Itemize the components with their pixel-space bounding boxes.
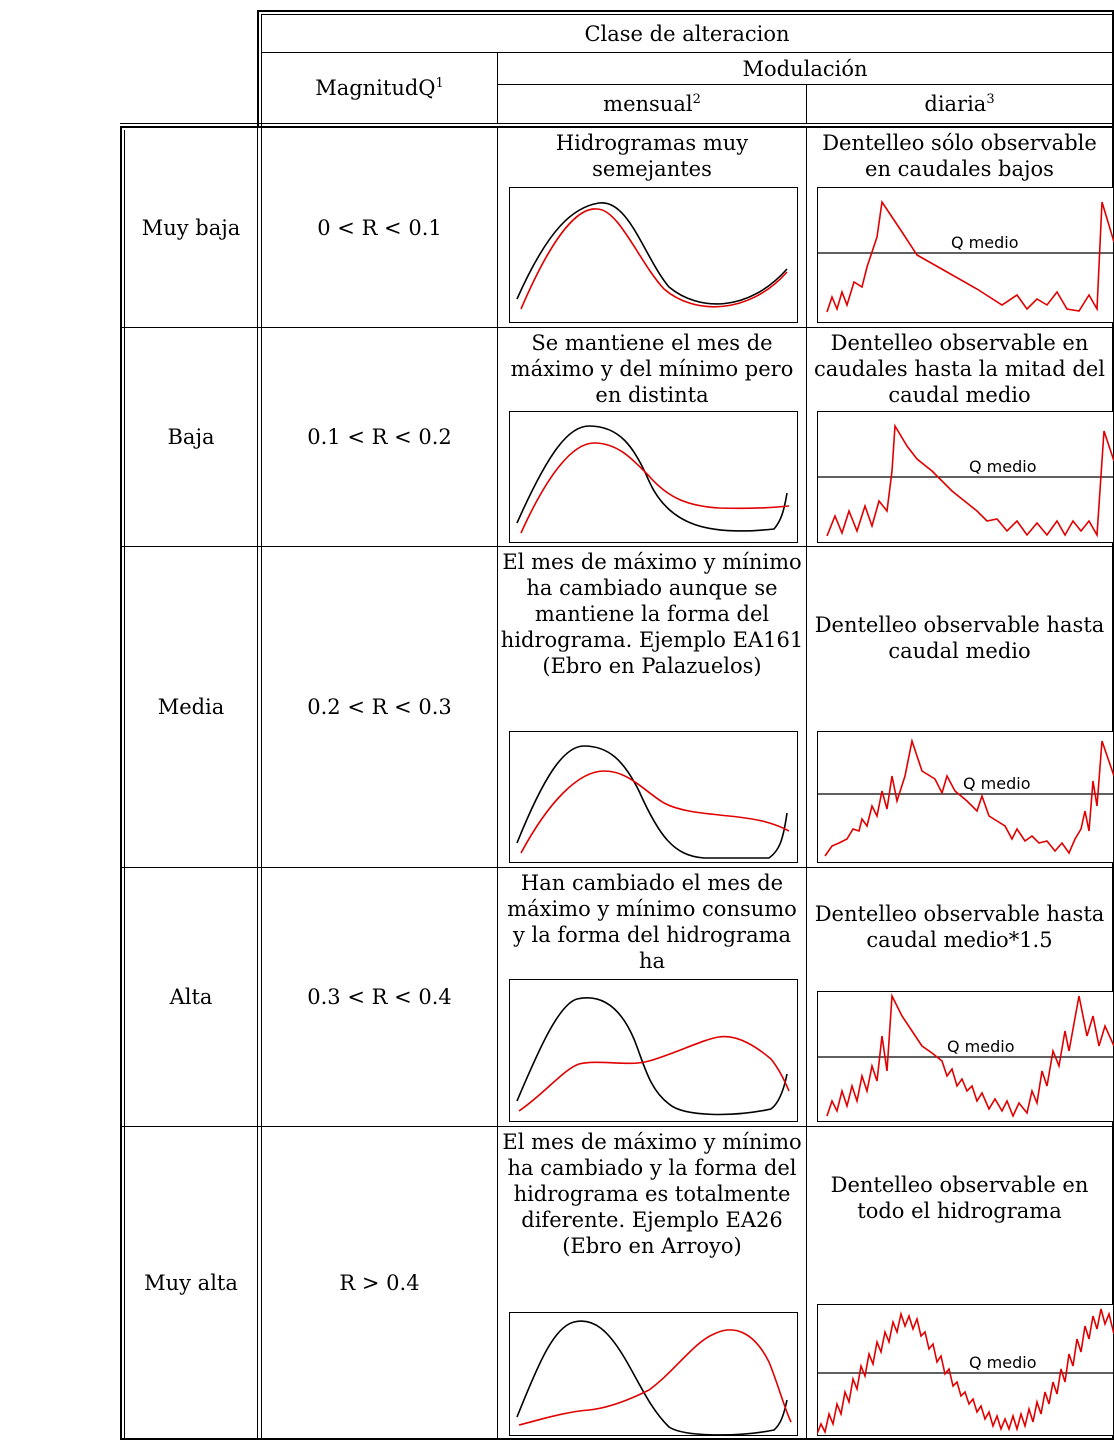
monthly-hydrograph: [509, 979, 798, 1122]
row-rango: 0.1 < R < 0.2: [307, 425, 452, 449]
daily-hydrograph: Q medio: [817, 411, 1114, 543]
header-clase: Clase de alteracion: [584, 21, 790, 46]
qmedio-label: Q medio: [969, 457, 1037, 476]
qmedio-label: Q medio: [969, 1353, 1037, 1372]
monthly-hydrograph: [509, 731, 798, 863]
row-diaria-text: Dentelleo observable en caudales hasta l…: [813, 331, 1106, 407]
daily-hydrograph: Q medio: [817, 991, 1114, 1122]
row-diaria-text: Dentelleo observable hasta caudal medio: [814, 613, 1105, 663]
row-rango: 0 < R < 0.1: [317, 215, 442, 240]
row-mensual-text: El mes de máximo y mínimo ha cambiado au…: [500, 550, 804, 678]
header-magnitud: MagnitudQ1: [315, 76, 444, 100]
header-mensual: mensual2: [603, 92, 701, 116]
daily-hydrograph: Q medio: [817, 187, 1114, 323]
row-mensual-text: Han cambiado el mes de máximo y mínimo c…: [507, 871, 797, 973]
daily-hydrograph: Q medio: [817, 731, 1114, 863]
row-rango: 0.2 < R < 0.3: [307, 695, 452, 719]
row-clase: Media: [157, 695, 225, 719]
row-diaria-text: Dentelleo observable en todo el hidrogra…: [830, 1173, 1089, 1223]
row-mensual-text: El mes de máximo y mínimo ha cambiado y …: [502, 1130, 802, 1258]
row-clase: Muy baja: [141, 215, 241, 240]
qmedio-label: Q medio: [947, 1037, 1015, 1056]
row-rango: R > 0.4: [339, 1270, 420, 1295]
row-rango: 0.3 < R < 0.4: [307, 985, 452, 1009]
row-diaria-text: Dentelleo sólo observable en caudales ba…: [822, 131, 1097, 181]
row-diaria-text: Dentelleo observable hasta caudal medio*…: [814, 902, 1105, 952]
row-clase: Alta: [169, 985, 213, 1009]
monthly-hydrograph: [509, 1312, 798, 1436]
row-mensual-text: Se mantiene el mes de máximo y del mínim…: [510, 331, 794, 407]
qmedio-label: Q medio: [951, 233, 1019, 252]
monthly-hydrograph: [509, 411, 798, 543]
qmedio-label: Q medio: [963, 774, 1031, 793]
monthly-hydrograph: [509, 187, 798, 323]
row-mensual-text: Hidrogramas muy semejantes: [555, 131, 749, 181]
row-clase: Muy alta: [144, 1270, 238, 1295]
header-diaria: diaria3: [924, 92, 995, 116]
header-modulacion: Modulación: [742, 56, 868, 81]
daily-hydrograph: Q medio: [817, 1304, 1114, 1436]
row-clase: Baja: [167, 425, 215, 449]
